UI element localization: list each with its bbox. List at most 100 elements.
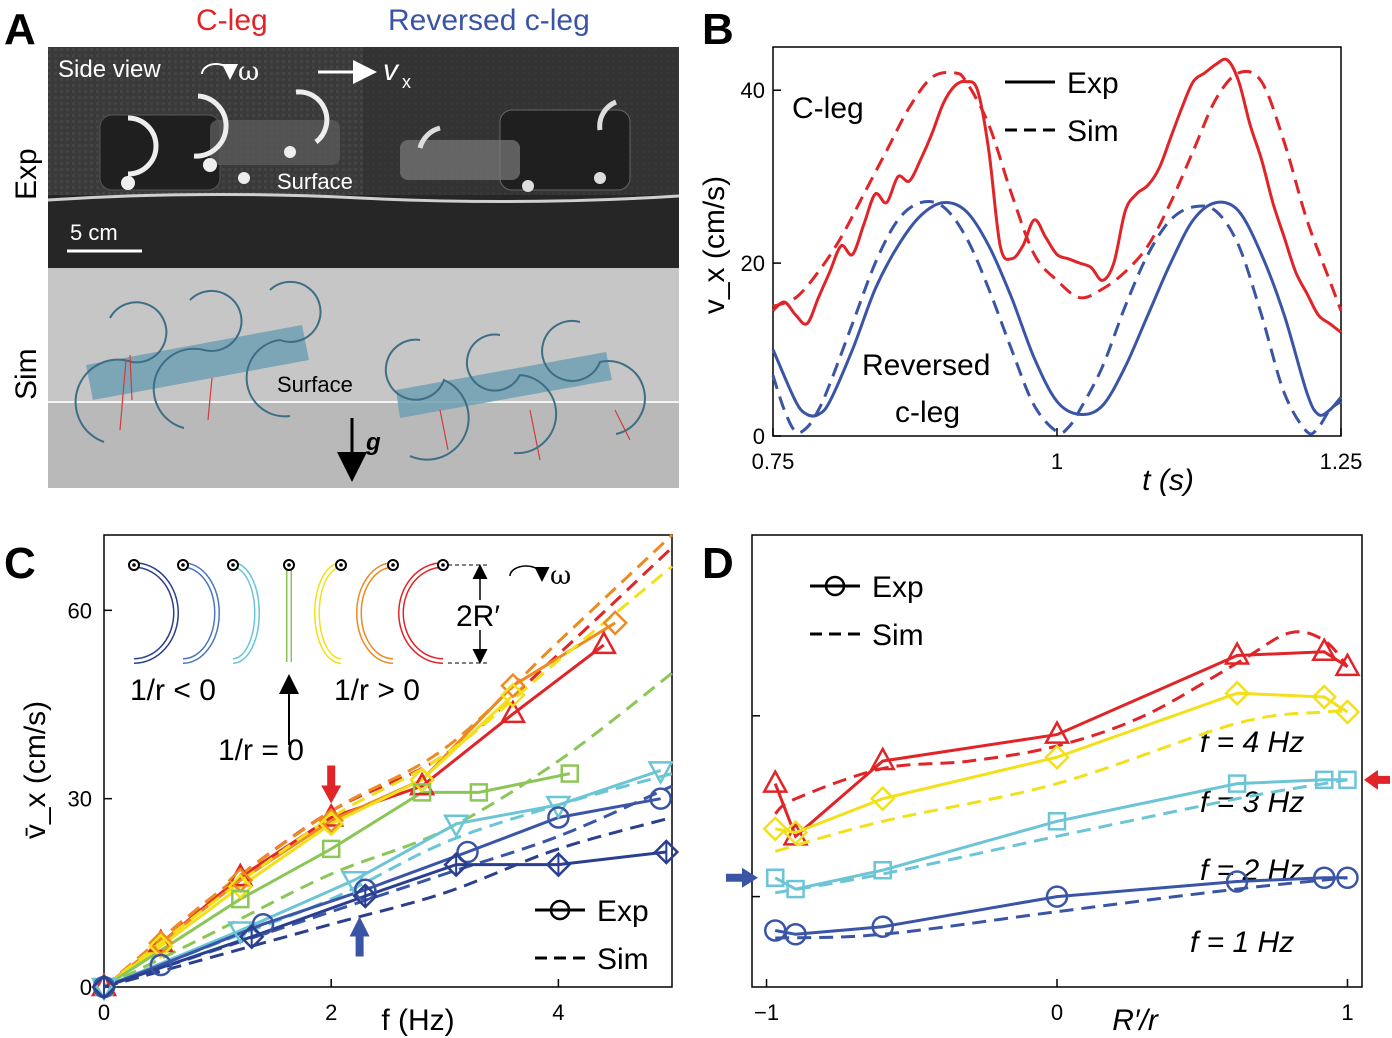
row-label-sim: Sim xyxy=(10,348,43,400)
chart-b-xtick-label: 1 xyxy=(1051,449,1063,474)
chart-d-point xyxy=(1044,744,1070,771)
chart-c-point xyxy=(231,889,250,909)
chart-d-point xyxy=(1047,812,1067,831)
vx-label: v xyxy=(383,54,400,87)
chart-c-sim-line xyxy=(103,546,674,989)
chart-c-point xyxy=(560,764,580,783)
chart-c-ytick-label: 30 xyxy=(68,787,92,812)
chart-c-sim-line xyxy=(103,671,673,989)
chart-d-point xyxy=(1312,866,1336,890)
chart-c-xtick-label: 0 xyxy=(98,1000,110,1025)
sim-ground xyxy=(48,402,679,488)
chart-d-xlabel: R′/r xyxy=(1112,1004,1159,1037)
panel-b: B 0.75 1 1.25 0 20 40 t (s) v_x (cm/s) Exp Sim C-l… xyxy=(698,5,1362,497)
chart-d-point xyxy=(762,816,789,842)
chart-d-point xyxy=(1225,870,1249,893)
chart-d-point xyxy=(765,868,785,888)
chart-d-point xyxy=(1311,637,1338,662)
chart-c-point xyxy=(653,839,680,865)
chart-b-xlabel: t (s) xyxy=(1142,464,1194,497)
chart-d-point xyxy=(782,819,809,846)
chart-c-legend-exp: Exp xyxy=(597,895,649,928)
gravity-label: g xyxy=(365,429,381,456)
panel-d: D −1 0 1R′/rf = 4 Hzf = 3 Hzf = 2 Hzf = 1 … xyxy=(702,534,1390,1037)
chart-c-point xyxy=(409,767,435,793)
chart-c-point xyxy=(545,851,572,878)
panel-c-letter: C xyxy=(4,539,36,588)
chart-b-ytick-label: 0 xyxy=(753,424,765,449)
chart-d-point xyxy=(1045,885,1069,908)
chart-b-ytick-label: 40 xyxy=(741,78,765,103)
side-view-label: Side view xyxy=(58,56,161,83)
chart-c-sim-line xyxy=(103,533,674,989)
inset-zero-label: 1/r = 0 xyxy=(218,734,304,767)
chart-c-point xyxy=(649,787,672,810)
chart-d-xtick-label: 1 xyxy=(1341,1000,1353,1025)
scale-bar-label: 5 cm xyxy=(70,220,118,245)
chart-d-point xyxy=(786,879,805,899)
panel-b-letter: B xyxy=(702,5,734,54)
chart-b-annotation-cleg: C-leg xyxy=(792,92,864,125)
panel-a-title-reversed: Reversed c-leg xyxy=(388,4,590,37)
chart-b-series-line xyxy=(772,69,1343,312)
sim-body-cleg xyxy=(86,325,309,400)
chart-d-point xyxy=(1223,640,1251,665)
chart-d-legend-exp-marker xyxy=(824,575,846,597)
surface-label-sim: Surface xyxy=(277,372,353,397)
chart-d-red-arrow-icon xyxy=(1364,769,1390,790)
chart-c-exp-line xyxy=(103,768,662,989)
chart-b-xtick-label: 0.75 xyxy=(752,449,795,474)
chart-d-sim-line xyxy=(774,630,1349,815)
chart-d-point xyxy=(1311,684,1338,710)
chart-c-legend-exp-marker xyxy=(549,899,571,921)
sim-legs xyxy=(74,280,646,461)
rotation-arrow-icon xyxy=(201,63,238,80)
panel-d-letter: D xyxy=(702,539,734,588)
chart-c-xtick-label: 2 xyxy=(325,1000,337,1025)
chart-c-point xyxy=(443,814,470,839)
chart-c-point xyxy=(149,953,173,977)
inset-rotation-icon xyxy=(509,565,550,582)
chart-b-xtick-label: 1.25 xyxy=(1320,449,1363,474)
chart-c-point xyxy=(251,912,275,936)
chart-d-xtick-label: 0 xyxy=(1051,1000,1063,1025)
chart-c-point xyxy=(443,851,469,878)
chart-d-exp-line xyxy=(773,650,1349,839)
surface-label-exp: Surface xyxy=(277,169,353,194)
chart-c-point xyxy=(456,840,479,864)
chart-c-exp-line xyxy=(103,772,571,989)
chart-c-legend-sim: Sim xyxy=(597,943,649,976)
chart-c-ylabel: v̄_x (cm/s) xyxy=(19,701,52,839)
panel-a: A C-leg Reversed c-leg Side view xyxy=(4,4,680,488)
chart-d-point xyxy=(762,769,789,793)
chart-c-ytick-label: 0 xyxy=(80,975,92,1000)
inset-2r-label: 2R′ xyxy=(456,600,500,633)
chart-d-blue-arrow-icon xyxy=(726,867,758,888)
row-label-exp: Exp xyxy=(10,148,43,200)
chart-c-point xyxy=(499,699,527,724)
chart-d-point xyxy=(1314,770,1334,790)
chart-c-red-arrow-icon xyxy=(321,765,342,804)
chart-c-point xyxy=(547,806,570,829)
chart-d: −1 0 1R′/rf = 4 Hzf = 3 Hzf = 2 Hzf = 1 Hz… xyxy=(726,534,1390,1037)
leg-shape-inset: 2R′ ω 1/r < 0 1/r > 0 1/r = 0 xyxy=(128,559,571,767)
exp-surface-line xyxy=(47,192,680,204)
chart-c-exp-line xyxy=(103,850,667,989)
chart-b: 0.75 1 1.25 0 20 40 t (s) v_x (cm/s) Exp Sim C-leg… xyxy=(698,46,1363,497)
chart-c-point xyxy=(602,610,628,636)
chart-c-point xyxy=(318,811,344,837)
chart-d-point xyxy=(1334,652,1361,677)
panel-c: C 0 2 4 0 30 60 f (Hz) v̄_x (cm/s) Exp Sim xyxy=(4,533,680,1037)
chart-c: 0 2 4 0 30 60 f (Hz) v̄_x (cm/s) Exp Sim xyxy=(19,533,680,1037)
chart-d-point xyxy=(1338,770,1357,790)
chart-c-point xyxy=(545,795,572,820)
chart-b-series-line xyxy=(771,199,1342,436)
chart-c-sim-line xyxy=(103,565,673,989)
exp-photo-ground xyxy=(48,195,679,268)
sim-force-vectors xyxy=(119,354,631,461)
chart-c-exp-line xyxy=(103,694,515,989)
chart-d-point xyxy=(784,923,807,946)
chart-d-exp-line xyxy=(774,778,1348,891)
chart-c-frame xyxy=(103,534,673,988)
